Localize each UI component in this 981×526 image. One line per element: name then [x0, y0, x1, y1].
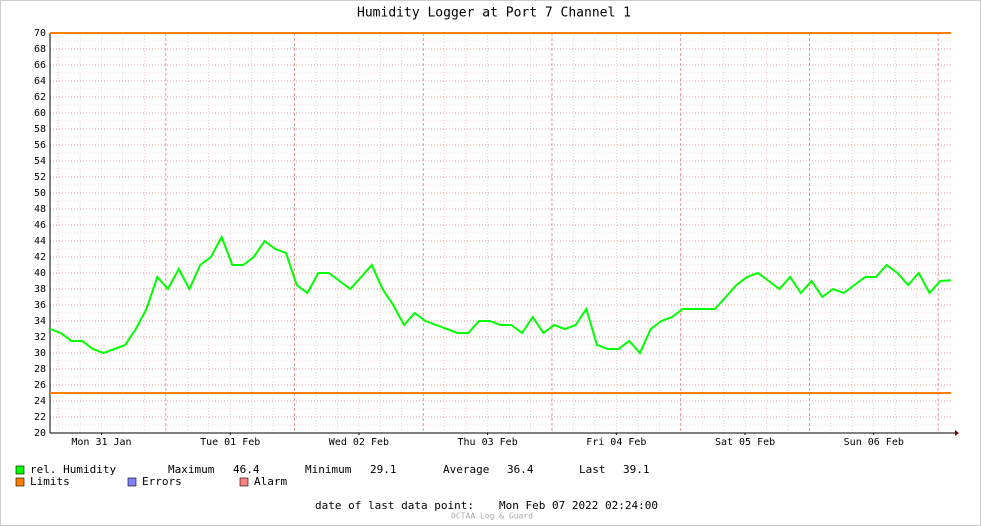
- stat-label: Last: [579, 463, 606, 476]
- stat-value: 36.4: [507, 463, 534, 476]
- last-point: Mon Feb 07 2022 02:24:00: [499, 499, 658, 512]
- y-tick-label: 46: [34, 220, 46, 231]
- legend-label: rel. Humidity: [30, 463, 116, 476]
- y-tick-label: 54: [34, 156, 46, 167]
- stat-label: Minimum: [305, 463, 352, 476]
- y-tick-label: 38: [34, 284, 46, 295]
- x-tick-label: Wed 02 Feb: [329, 437, 389, 448]
- x-tick-label: Thu 03 Feb: [458, 437, 518, 448]
- legend-swatch: [15, 477, 25, 487]
- legend-swatch: [239, 477, 249, 487]
- y-tick-label: 66: [34, 60, 46, 71]
- y-tick-label: 60: [34, 108, 46, 119]
- legend-swatch: [127, 477, 137, 487]
- legend-label: Limits: [30, 475, 70, 488]
- y-tick-label: 32: [34, 332, 46, 343]
- legend-label: Errors: [142, 475, 182, 488]
- y-tick-label: 22: [34, 412, 46, 423]
- y-tick-label: 30: [34, 348, 46, 359]
- x-tick-label: Sun 06 Feb: [844, 437, 904, 448]
- chart-title: Humidity Logger at Port 7 Channel 1: [357, 6, 631, 21]
- y-tick-label: 20: [34, 428, 46, 439]
- y-tick-label: 56: [34, 140, 46, 151]
- y-tick-label: 24: [34, 396, 46, 407]
- legend-label: Alarm: [254, 475, 287, 488]
- series-line: [49, 234, 952, 355]
- y-tick-label: 48: [34, 204, 46, 215]
- y-tick-label: 36: [34, 300, 46, 311]
- x-arrow: [955, 430, 959, 436]
- stat-value: 46.4: [233, 463, 260, 476]
- y-tick-label: 58: [34, 124, 46, 135]
- y-tick-label: 28: [34, 364, 46, 375]
- y-tick-label: 64: [34, 76, 46, 87]
- stat-value: 29.1: [370, 463, 397, 476]
- x-tick-label: Tue 01 Feb: [200, 437, 260, 448]
- stat-label: Maximum: [168, 463, 215, 476]
- stat-label: Average: [443, 463, 489, 476]
- y-tick-label: 70: [34, 28, 46, 39]
- x-tick-label: Fri 04 Feb: [586, 437, 646, 448]
- y-tick-label: 40: [34, 268, 46, 279]
- stat-value: 39.1: [623, 463, 650, 476]
- y-tick-label: 52: [34, 172, 46, 183]
- grid: 20 22 24 26 28 30 32 34 36 38 40 42 44 46 48 50 52 54 56 58…: [34, 28, 959, 448]
- y-tick-label: 50: [34, 188, 46, 199]
- x-tick-label: Sat 05 Feb: [715, 437, 775, 448]
- marks: [49, 32, 952, 394]
- legend: rel. Humidity Maximum 46.4 Minimum 29.1 Avera…: [15, 463, 650, 488]
- y-tick-label: 42: [34, 252, 46, 263]
- y-tick-label: 68: [34, 44, 46, 55]
- y-tick-label: 26: [34, 380, 46, 391]
- legend-swatch: [15, 465, 25, 475]
- footer: OCTAA Log & Guard: [451, 512, 533, 521]
- y-tick-label: 62: [34, 92, 46, 103]
- y-tick-label: 34: [34, 316, 46, 327]
- y-tick-label: 44: [34, 236, 46, 247]
- x-tick-label: Mon 31 Jan: [71, 437, 131, 448]
- last-point-label: date of last data point:: [315, 499, 474, 512]
